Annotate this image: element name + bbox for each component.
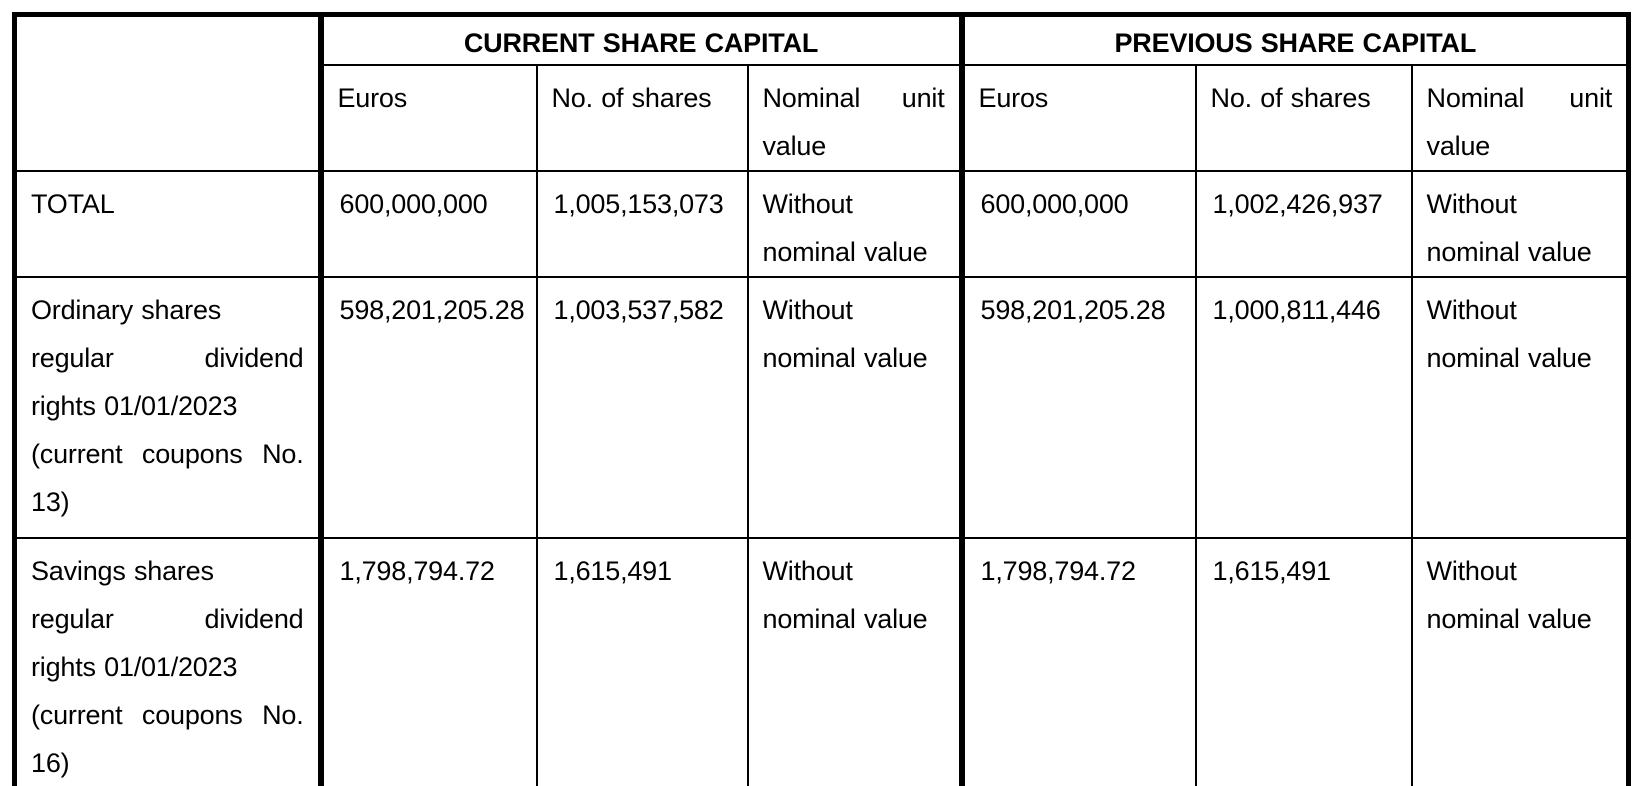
col-header-previous-shares: No. of shares <box>1194 63 1413 172</box>
cell-previous-nominal: Without nominal value <box>1410 536 1630 786</box>
table-row-savings-shares: Savings shares regular dividend rights 01/… <box>13 536 1630 786</box>
row-label: Ordinary shares regular dividend rights 01… <box>13 275 324 539</box>
col-header-current-nominal: Nominal unit value <box>746 63 965 172</box>
cell-current-euros: 1,798,794.72 <box>319 536 538 786</box>
cell-current-euros: 600,000,000 <box>319 169 538 278</box>
row-label: Savings shares regular dividend rights 01/… <box>13 536 324 786</box>
cell-previous-shares: 1,002,426,937 <box>1194 169 1413 278</box>
corner-cell <box>13 13 324 172</box>
cell-current-nominal: Without nominal value <box>746 275 965 539</box>
cell-previous-euros: 600,000,000 <box>960 169 1197 278</box>
cell-current-shares: 1,615,491 <box>535 536 749 786</box>
row-label: TOTAL <box>13 169 324 278</box>
cell-previous-nominal: Without nominal value <box>1410 169 1630 278</box>
cell-previous-euros: 598,201,205.28 <box>960 275 1197 539</box>
cell-current-shares: 1,003,537,582 <box>535 275 749 539</box>
table-row-ordinary-shares: Ordinary shares regular dividend rights 01… <box>13 275 1630 539</box>
cell-current-nominal: Without nominal value <box>746 536 965 786</box>
cell-current-nominal: Without nominal value <box>746 169 965 278</box>
section-header-current: CURRENT SHARE CAPITAL <box>319 13 965 66</box>
col-header-current-shares: No. of shares <box>535 63 749 172</box>
cell-previous-shares: 1,615,491 <box>1194 536 1413 786</box>
share-capital-table: CURRENT SHARE CAPITAL PREVIOUS SHARE CAP… <box>12 12 1632 786</box>
cell-current-euros: 598,201,205.28 <box>319 275 538 539</box>
cell-previous-nominal: Without nominal value <box>1410 275 1630 539</box>
col-header-current-euros: Euros <box>319 63 538 172</box>
table-row-total: TOTAL 600,000,000 1,005,153,073 Without n… <box>13 169 1630 278</box>
cell-previous-shares: 1,000,811,446 <box>1194 275 1413 539</box>
col-header-previous-euros: Euros <box>960 63 1197 172</box>
section-header-previous: PREVIOUS SHARE CAPITAL <box>960 13 1630 66</box>
cell-previous-euros: 1,798,794.72 <box>960 536 1197 786</box>
cell-current-shares: 1,005,153,073 <box>535 169 749 278</box>
col-header-previous-nominal: Nominal unit value <box>1410 63 1630 172</box>
